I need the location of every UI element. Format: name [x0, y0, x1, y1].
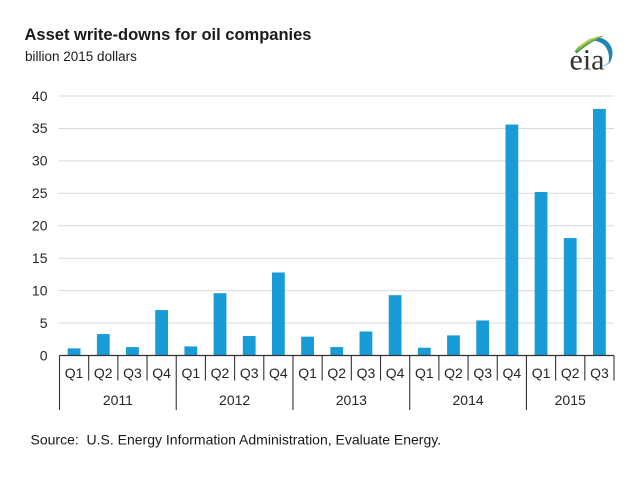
svg-text:Q2: Q2	[94, 365, 113, 381]
svg-text:Q3: Q3	[240, 365, 259, 381]
svg-text:Q4: Q4	[269, 365, 288, 381]
svg-text:30: 30	[32, 153, 48, 169]
svg-text:Q1: Q1	[65, 365, 84, 381]
svg-text:Source: U.S. Energy Informati: Source: U.S. Energy Information Administ…	[31, 432, 442, 448]
svg-text:2013: 2013	[336, 392, 367, 408]
svg-text:Q3: Q3	[473, 365, 492, 381]
svg-text:Q1: Q1	[181, 365, 200, 381]
svg-text:billion 2015 dollars: billion 2015 dollars	[25, 49, 137, 64]
svg-text:Q3: Q3	[123, 365, 142, 381]
svg-text:Q3: Q3	[590, 365, 609, 381]
svg-text:2012: 2012	[219, 392, 250, 408]
svg-text:2014: 2014	[453, 392, 484, 408]
svg-text:20: 20	[32, 218, 48, 234]
svg-text:eia: eia	[570, 44, 605, 77]
svg-text:2011: 2011	[103, 392, 133, 408]
svg-text:Q2: Q2	[561, 365, 580, 381]
svg-text:Q2: Q2	[444, 365, 463, 381]
svg-text:10: 10	[32, 282, 48, 298]
svg-text:Q3: Q3	[357, 365, 376, 381]
svg-text:0: 0	[40, 347, 48, 363]
svg-text:15: 15	[32, 250, 48, 266]
svg-text:Q4: Q4	[503, 365, 522, 381]
svg-text:Q1: Q1	[415, 365, 434, 381]
svg-text:Q1: Q1	[532, 365, 551, 381]
svg-text:40: 40	[32, 88, 48, 104]
svg-text:Q4: Q4	[152, 365, 171, 381]
svg-text:Q1: Q1	[298, 365, 317, 381]
svg-text:Q2: Q2	[211, 365, 230, 381]
svg-text:25: 25	[32, 185, 48, 201]
svg-text:2015: 2015	[555, 392, 586, 408]
svg-text:Asset write-downs for oil comp: Asset write-downs for oil companies	[25, 26, 312, 44]
svg-text:5: 5	[40, 315, 48, 331]
svg-text:Q4: Q4	[386, 365, 405, 381]
svg-text:35: 35	[32, 120, 48, 136]
svg-text:Q2: Q2	[327, 365, 346, 381]
